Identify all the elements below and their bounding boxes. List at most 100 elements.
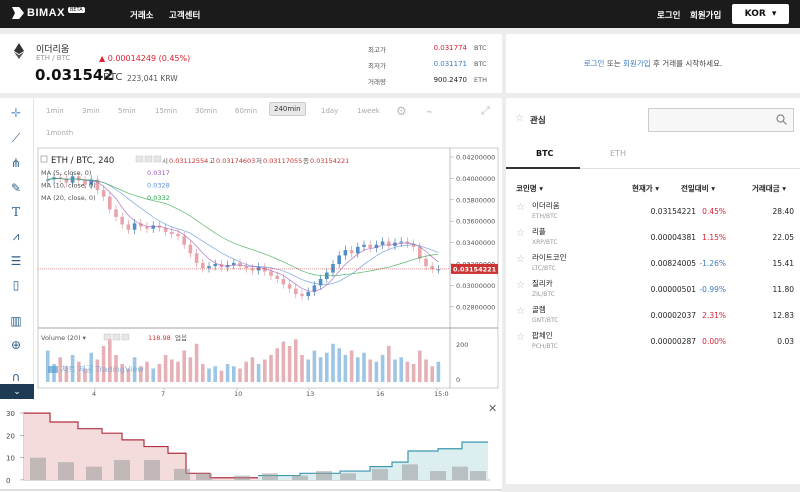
market-row[interactable]: ☆ 팝체인 PCH/BTC 0.00000287 0.00% 0.03 <box>506 329 800 355</box>
volume-bar <box>325 352 329 382</box>
brush-icon[interactable]: ✎ <box>10 181 22 195</box>
ruler-icon[interactable]: ▥ <box>10 314 22 328</box>
star-icon[interactable]: ☆ <box>515 113 524 124</box>
logo[interactable]: BIMAX BETA <box>12 7 85 19</box>
volume-bar <box>331 343 335 382</box>
price-axis-label: 0.04000000 <box>456 175 495 183</box>
row-coin-pair: GNT/BTC <box>532 317 559 324</box>
pitchfork-icon[interactable]: ⋔ <box>10 156 22 170</box>
zoom-in-icon[interactable]: ⊕ <box>10 338 22 352</box>
volume-bar <box>337 348 341 382</box>
fullscreen-icon[interactable]: ⤢ <box>481 104 490 117</box>
language-select[interactable]: KOR ▾ <box>732 4 789 24</box>
magnet-icon[interactable]: ∩ <box>11 370 21 384</box>
timeframe-1day[interactable]: 1day <box>321 107 339 115</box>
volume-bar <box>213 366 217 382</box>
candle-body <box>343 250 348 256</box>
timeframe-5min[interactable]: 5min <box>118 107 136 115</box>
stat-label-high: 최고가 <box>368 46 386 54</box>
ohlc-label: 고 <box>209 157 215 165</box>
trendline-icon[interactable]: ⟋ <box>11 130 21 145</box>
timeframe-60min[interactable]: 60min <box>235 107 258 115</box>
volume-bar <box>101 346 106 382</box>
market-row[interactable]: ☆ 이더리움 ETH/BTC 0.03154221 0.45% 28.40 <box>506 199 800 225</box>
tab-btc[interactable]: BTC <box>536 149 554 158</box>
timeframe-3min[interactable]: 3min <box>82 107 100 115</box>
volume-bar <box>163 355 168 382</box>
price-axis-label: 0.03400000 <box>456 239 495 247</box>
timeframe-1month[interactable]: 1month <box>46 129 74 137</box>
timeframe-1week[interactable]: 1week <box>357 107 380 115</box>
candle-body <box>424 258 428 267</box>
star-icon[interactable]: ☆ <box>516 254 525 265</box>
bid-area <box>24 413 258 480</box>
market-row[interactable]: ☆ 질리카 ZIL/BTC 0.00000501 -0.99% 11.80 <box>506 277 800 303</box>
tab-eth[interactable]: ETH <box>610 149 626 158</box>
ma-legend-label: MA (10, close, 0) <box>41 182 96 190</box>
volume-bar <box>380 355 385 382</box>
market-row[interactable]: ☆ 리플 XRP/BTC 0.00004381 1.15% 22.05 <box>506 225 800 251</box>
volume-bar <box>95 359 100 382</box>
volume-legend-label: Volume (20) ▾ <box>41 334 87 342</box>
search-input[interactable] <box>648 108 794 132</box>
crosshair-icon[interactable]: ✛ <box>10 106 22 120</box>
nav-exchange[interactable]: 거래소 <box>130 11 154 21</box>
timeframe-1min[interactable]: 1min <box>46 107 64 115</box>
login-message: 로그인 또는 회원가입 후 거래를 시작하세요. <box>506 58 800 69</box>
candle-body <box>380 241 385 245</box>
star-icon[interactable]: ☆ <box>516 332 525 343</box>
candle-body <box>201 262 205 269</box>
pattern-icon[interactable]: ⩘ <box>12 228 20 243</box>
nav-support[interactable]: 고객센터 <box>169 11 201 21</box>
row-price: 0.00824005 <box>650 259 696 268</box>
row-change: -0.99% <box>699 285 726 294</box>
star-icon[interactable]: ☆ <box>516 306 525 317</box>
nav-login[interactable]: 로그인 <box>657 11 681 21</box>
candle-body <box>250 268 255 271</box>
candle-body <box>46 179 50 181</box>
header-coin-name[interactable]: 코인명 ▾ <box>516 184 544 193</box>
header-change[interactable]: 전일대비 ▾ <box>681 184 715 193</box>
candle-body <box>176 234 180 237</box>
volume-bar <box>281 341 286 382</box>
top-nav: BIMAX BETA 거래소 고객센터 로그인 회원가입 KOR ▾ <box>0 0 800 28</box>
stat-unit-low: BTC <box>474 60 487 68</box>
ohlc-value: 0.03117055 <box>263 157 302 165</box>
header-price[interactable]: 현재가 ▾ <box>632 184 660 193</box>
market-row[interactable]: ☆ 라이트코인 LTC/BTC 0.00824005 -1.26% 15.41 <box>506 251 800 277</box>
volume-bars <box>46 339 441 382</box>
signup-link[interactable]: 회원가입 <box>623 59 651 68</box>
volume-bar <box>188 357 193 382</box>
timeframe-240min[interactable]: 240min <box>269 102 306 116</box>
toolbar-collapse-button[interactable]: ⌄ <box>0 384 34 399</box>
fib-icon[interactable]: ☰ <box>10 254 22 268</box>
candle-body <box>306 291 310 297</box>
row-coin-pair: LTC/BTC <box>532 265 556 272</box>
chevron-down-icon: ⌄ <box>13 386 21 397</box>
settings-icon[interactable]: ⚙ <box>396 104 407 118</box>
search-icon[interactable] <box>776 114 787 125</box>
candlestick-chart[interactable]: 0.04200000 0.04000000 0.03800000 0.03600000… <box>34 98 502 400</box>
candle-body <box>58 177 62 179</box>
login-link[interactable]: 로그인 <box>583 59 605 68</box>
nav-signup[interactable]: 회원가입 <box>690 11 722 21</box>
header-volume[interactable]: 거래대금 ▾ <box>752 184 786 193</box>
timeframe-30min[interactable]: 30min <box>195 107 218 115</box>
text-tool-icon[interactable]: T <box>11 205 20 219</box>
price-chart-area[interactable]: 1min 3min 5min 15min 30min 60min 240min … <box>34 98 502 400</box>
market-row[interactable]: ☆ 골렘 GNT/BTC 0.00002037 2.31% 12.83 <box>506 303 800 329</box>
row-volume: 15.41 <box>772 259 794 268</box>
measure-icon[interactable]: ▯ <box>12 278 20 292</box>
eye-icon <box>135 155 144 163</box>
depth-volume-bar <box>58 462 74 480</box>
star-icon[interactable]: ☆ <box>516 280 525 291</box>
timeframe-15min[interactable]: 15min <box>155 107 178 115</box>
row-volume: 22.05 <box>772 233 794 242</box>
star-icon[interactable]: ☆ <box>516 228 525 239</box>
candle-body <box>163 227 168 232</box>
candle-body <box>126 224 131 230</box>
close-icon[interactable]: ✕ <box>488 402 497 415</box>
price-axis-label: 0.02800000 <box>456 303 495 311</box>
star-icon[interactable]: ☆ <box>516 202 525 213</box>
chart-type-icon[interactable]: ⌁ <box>426 105 433 118</box>
